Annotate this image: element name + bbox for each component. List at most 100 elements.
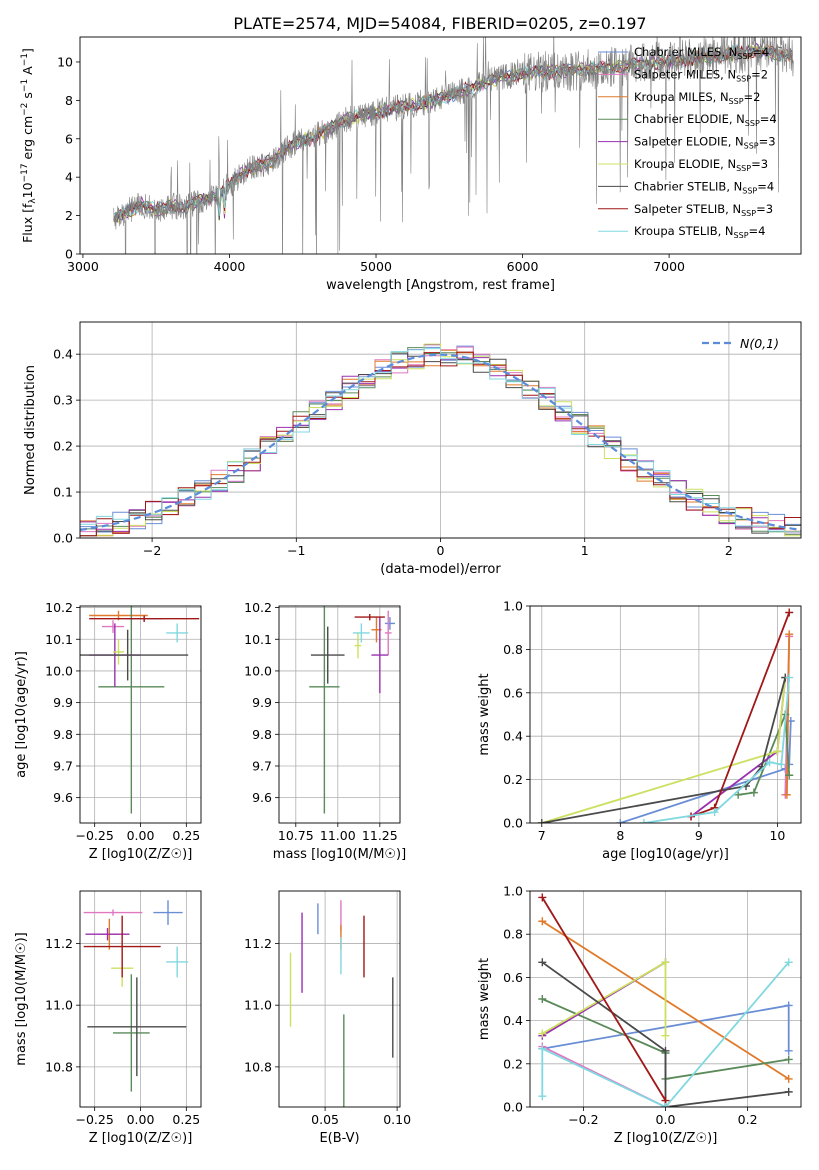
- y-tick-label: 9.7: [252, 758, 272, 773]
- mass-weight-marker: [785, 771, 794, 780]
- mass-weight-marker: [710, 808, 719, 817]
- y-axis-label-part: −17: [20, 163, 30, 182]
- y-tick-label: 10.1: [244, 632, 272, 647]
- x-tick-label: −1: [287, 543, 305, 558]
- y-tick-label: 8: [65, 93, 73, 108]
- legend-label: Chabrier STELIB, NSSP=4: [634, 179, 774, 195]
- y-tick-label: 0: [65, 247, 73, 262]
- x-tick-label: 8: [616, 828, 624, 843]
- x-tick-label: −2: [143, 543, 161, 558]
- y-tick-label: 0.4: [53, 347, 73, 362]
- y-axis-label-part: λ: [28, 198, 38, 204]
- legend-label-tail: =3: [751, 157, 768, 171]
- y-tick-label: 0.0: [53, 531, 73, 546]
- legend-label-tail: =4: [752, 45, 769, 59]
- mass-weight-marker: [777, 760, 786, 769]
- legend-label: Kroupa MILES, NSSP=2: [634, 90, 760, 106]
- legend-label-sub: SSP: [736, 164, 751, 173]
- plot-area: [80, 343, 801, 537]
- mass-weight-line: [690, 612, 791, 818]
- x-axis-label: age [log10(age/yr)]: [602, 847, 729, 862]
- figure-title: PLATE=2574, MJD=54084, FIBERID=0205, z=0…: [233, 14, 646, 33]
- mass-weight-marker: [773, 747, 782, 756]
- x-tick-label: −0.2: [568, 1112, 598, 1127]
- legend-label-main: Kroupa MILES, N: [634, 90, 729, 104]
- legend-label-sub: SSP: [729, 97, 744, 106]
- y-tick-label: 10.0: [244, 663, 272, 678]
- y-tick-label: 6: [65, 131, 73, 146]
- legend-label-sub: SSP: [736, 74, 751, 83]
- axes-frame: [278, 605, 401, 824]
- mass-weight-vs-age-panel: 7 8 9 10 0.0 0.2 0.4 0.6 0.8 1.0 age [log10(age/yr…: [477, 599, 802, 862]
- y-tick-label: 0.2: [503, 772, 523, 787]
- mass-weight-marker: [538, 1092, 547, 1101]
- mass-weight-marker: [784, 1001, 793, 1010]
- x-tick-label: 1: [581, 543, 589, 558]
- x-tick-label: −0.25: [76, 1112, 114, 1127]
- mass-weight-marker: [784, 1074, 793, 1083]
- x-tick-label: 3000: [67, 259, 99, 274]
- y-axis-label: mass weight: [477, 673, 492, 755]
- spectrum-panel: 3000 4000 5000 6000 7000 0 2 4 6 8 10 wavelength [A…: [20, 36, 802, 293]
- legend-label: N(0,1): [740, 336, 779, 351]
- plot-area: [537, 608, 795, 823]
- legend-label-tail: =3: [756, 202, 773, 216]
- y-tick-label: 0.8: [503, 927, 523, 942]
- legend-label: Chabrier ELODIE, NSSP=4: [634, 112, 777, 128]
- x-tick-label: 0.05: [311, 1112, 339, 1127]
- mass-vs-ebv-panel: 0.05 0.10 10.8 11.0 11.2 E(B-V): [244, 890, 411, 1146]
- legend-label-tail: =2: [744, 90, 761, 104]
- axes-frame: [79, 890, 202, 1108]
- plot-area: [289, 900, 394, 1107]
- x-axis-label: wavelength [Angstrom, rest frame]: [326, 278, 555, 293]
- observed-spectrum-line: [113, 37, 794, 254]
- y-tick-label: 9.6: [53, 790, 73, 805]
- y-tick-label: 10.8: [45, 1059, 73, 1074]
- mass-weight-marker: [765, 758, 774, 767]
- legend-label: Salpeter STELIB, NSSP=3: [634, 202, 773, 218]
- y-tick-label: 10.1: [45, 632, 73, 647]
- y-tick-label: 0.2: [503, 1056, 523, 1071]
- axes-frame: [79, 605, 202, 824]
- y-axis-label-part: 10: [20, 182, 35, 198]
- legend-label-sub: SSP: [742, 186, 757, 195]
- legend-label: Chabrier MILES, NSSP=4: [634, 45, 769, 61]
- y-tick-label: 11.0: [45, 998, 73, 1013]
- y-tick-label: 9.8: [252, 727, 272, 742]
- plot-area: [80, 606, 200, 814]
- x-tick-label: 9: [695, 828, 703, 843]
- mass-weight-marker: [537, 819, 546, 823]
- y-axis-label-part: Flux [f: [20, 203, 35, 243]
- axes-frame: [529, 605, 802, 824]
- legend-label-main: Chabrier ELODIE, N: [634, 112, 745, 126]
- x-tick-label: 10.75: [278, 828, 314, 843]
- residual-histogram-panel: −2 −1 0 1 2 0.0 0.1 0.2 0.3 0.4 (data-model)/error…: [23, 321, 802, 577]
- y-tick-label: 0.4: [503, 729, 523, 744]
- legend-label-sub: SSP: [744, 142, 759, 151]
- y-axis-label-part: s: [20, 92, 35, 103]
- x-tick-label: 7: [538, 828, 546, 843]
- y-tick-label: 0.1: [53, 485, 73, 500]
- y-axis-label-part: A: [20, 66, 35, 79]
- legend-label: Kroupa ELODIE, NSSP=3: [634, 157, 768, 173]
- mass-weight-marker: [661, 1103, 670, 1107]
- x-tick-label: 0.0: [656, 1112, 676, 1127]
- mass-weight-vs-metallicity-panel: −0.2 0.0 0.2 0.0 0.2 0.4 0.6 0.8 1.0 Z [log10(Z/Z…: [477, 884, 802, 1146]
- legend-label-tail: =4: [749, 224, 766, 238]
- y-tick-label: 1.0: [503, 884, 523, 899]
- age-vs-mass-panel: 10.75 11.00 11.25 9.6 9.7 9.8 9.9 10.0 10.1 10.2 m…: [244, 600, 406, 862]
- y-tick-label: 0.0: [503, 816, 523, 831]
- y-tick-label: 0.2: [53, 439, 73, 454]
- age-vs-metallicity-panel: −0.25 0.00 0.25 9.6 9.7 9.8 9.9 10.0 10.1 10.2 Z […: [14, 600, 202, 862]
- legend-label-tail: =3: [759, 135, 776, 149]
- y-tick-label: 0.3: [53, 393, 73, 408]
- legend-label-main: Chabrier STELIB, N: [634, 179, 742, 193]
- x-axis-label: (data-model)/error: [380, 562, 501, 577]
- mass-weight-marker: [538, 995, 547, 1003]
- normal-curve-line: [80, 353, 801, 531]
- x-tick-label: 4000: [214, 259, 246, 274]
- x-tick-label: 2: [725, 543, 733, 558]
- y-tick-label: 0.4: [503, 1013, 523, 1028]
- y-axis-label: Flux [fλ10−17 erg cm−2 s−1 A−1]: [20, 48, 38, 243]
- mass-weight-marker: [661, 1046, 670, 1055]
